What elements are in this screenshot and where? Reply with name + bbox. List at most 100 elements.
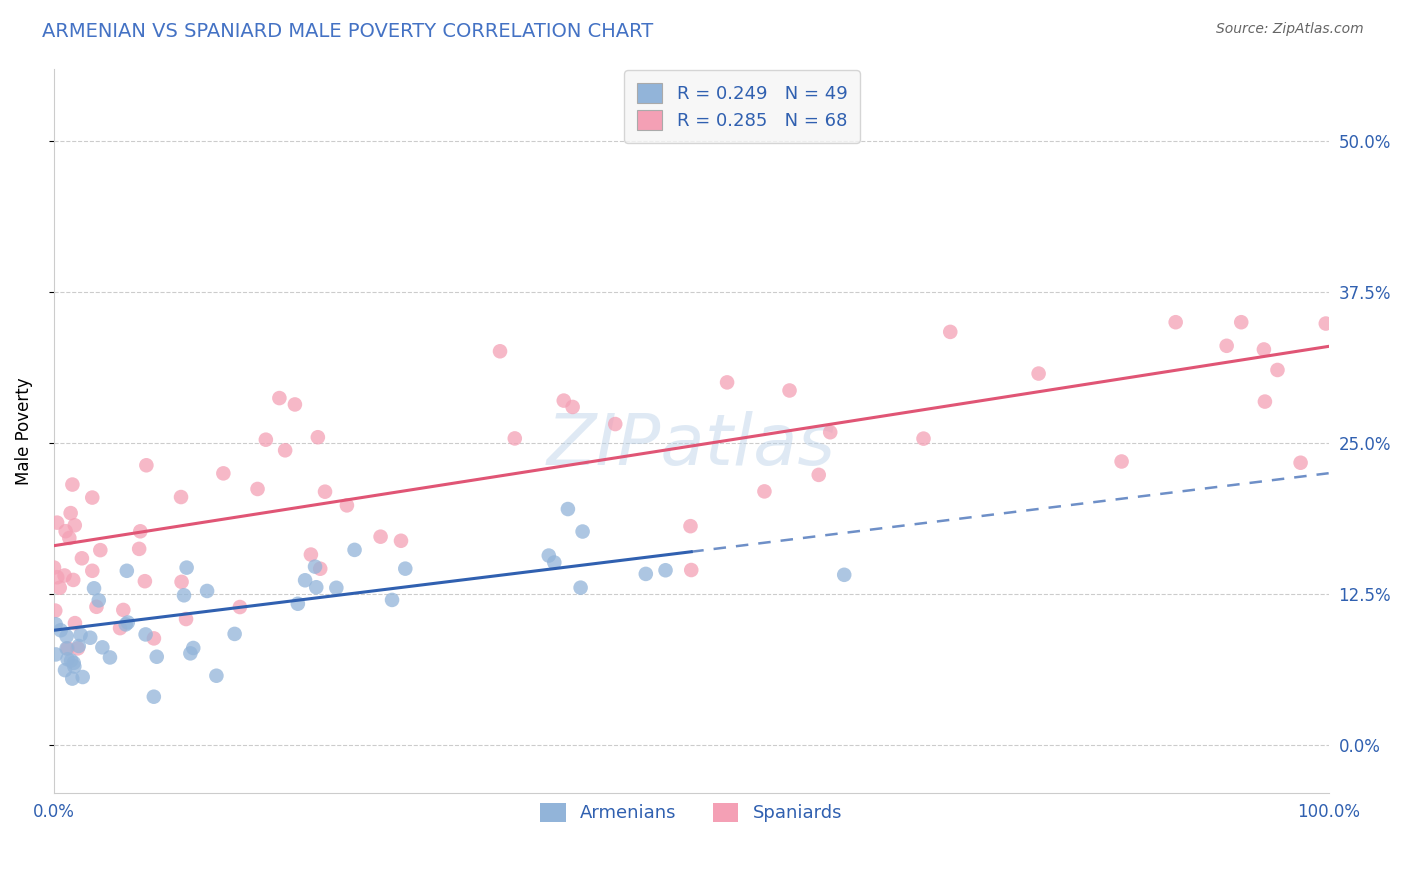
Point bbox=[48, 581, 70, 595]
Point bbox=[42, 560, 65, 574]
Point bbox=[309, 562, 332, 576]
Point bbox=[1230, 315, 1253, 329]
Point bbox=[63, 518, 86, 533]
Point bbox=[46, 570, 69, 584]
Point bbox=[112, 603, 135, 617]
Point bbox=[60, 672, 83, 686]
Point bbox=[79, 631, 101, 645]
Point bbox=[170, 490, 193, 504]
Point bbox=[59, 506, 82, 520]
Point bbox=[284, 397, 307, 411]
Point bbox=[634, 566, 657, 581]
Point bbox=[60, 653, 83, 667]
Point bbox=[44, 604, 66, 618]
Point bbox=[229, 600, 252, 615]
Point bbox=[224, 627, 246, 641]
Point bbox=[489, 344, 512, 359]
Point bbox=[1267, 363, 1289, 377]
Point bbox=[45, 617, 67, 632]
Point bbox=[307, 430, 329, 444]
Point bbox=[832, 567, 855, 582]
Point bbox=[45, 648, 67, 662]
Point bbox=[1253, 343, 1275, 357]
Point bbox=[173, 588, 195, 602]
Point bbox=[269, 391, 291, 405]
Point bbox=[1215, 339, 1237, 353]
Point bbox=[142, 632, 165, 646]
Legend: Armenians, Spaniards: Armenians, Spaniards bbox=[527, 790, 855, 835]
Point bbox=[1111, 454, 1133, 468]
Point bbox=[58, 531, 80, 545]
Point bbox=[716, 376, 738, 390]
Point bbox=[299, 548, 322, 562]
Point bbox=[195, 584, 218, 599]
Point bbox=[46, 516, 69, 530]
Point bbox=[63, 659, 86, 673]
Y-axis label: Male Poverty: Male Poverty bbox=[15, 377, 32, 484]
Point bbox=[63, 616, 86, 631]
Point bbox=[89, 543, 111, 558]
Point bbox=[181, 640, 204, 655]
Point bbox=[67, 639, 90, 653]
Point bbox=[56, 641, 79, 656]
Point bbox=[370, 530, 392, 544]
Point bbox=[117, 615, 139, 630]
Point bbox=[114, 617, 136, 632]
Point bbox=[336, 499, 359, 513]
Point bbox=[129, 524, 152, 539]
Point bbox=[91, 640, 114, 655]
Point bbox=[394, 562, 416, 576]
Point bbox=[287, 597, 309, 611]
Point bbox=[56, 652, 79, 666]
Point bbox=[779, 384, 801, 398]
Point bbox=[62, 656, 84, 670]
Point bbox=[537, 549, 560, 563]
Point bbox=[108, 621, 131, 635]
Point bbox=[55, 629, 77, 643]
Point bbox=[557, 502, 579, 516]
Point bbox=[1164, 315, 1187, 329]
Point bbox=[304, 559, 326, 574]
Point bbox=[205, 669, 228, 683]
Point bbox=[294, 574, 316, 588]
Point bbox=[912, 432, 935, 446]
Point bbox=[179, 646, 201, 660]
Point bbox=[53, 663, 76, 677]
Point bbox=[174, 612, 197, 626]
Point bbox=[83, 582, 105, 596]
Point bbox=[86, 599, 108, 614]
Point bbox=[389, 533, 412, 548]
Point bbox=[82, 564, 104, 578]
Point bbox=[569, 581, 592, 595]
Point bbox=[254, 433, 277, 447]
Point bbox=[681, 563, 703, 577]
Point bbox=[1254, 394, 1277, 409]
Point bbox=[135, 458, 157, 473]
Point bbox=[170, 574, 193, 589]
Point bbox=[69, 628, 91, 642]
Point bbox=[503, 431, 526, 445]
Point bbox=[142, 690, 165, 704]
Point bbox=[1028, 367, 1050, 381]
Point bbox=[1289, 456, 1312, 470]
Point bbox=[561, 400, 583, 414]
Point bbox=[818, 425, 841, 440]
Point bbox=[1315, 317, 1337, 331]
Point bbox=[679, 519, 702, 533]
Point bbox=[543, 556, 565, 570]
Point bbox=[98, 650, 121, 665]
Point bbox=[135, 627, 157, 641]
Point bbox=[654, 563, 676, 577]
Point bbox=[145, 649, 167, 664]
Point bbox=[55, 524, 77, 538]
Text: Source: ZipAtlas.com: Source: ZipAtlas.com bbox=[1216, 22, 1364, 37]
Point bbox=[314, 484, 336, 499]
Point bbox=[807, 467, 830, 482]
Point bbox=[754, 484, 776, 499]
Point bbox=[49, 624, 72, 638]
Point bbox=[87, 593, 110, 607]
Point bbox=[60, 477, 83, 491]
Point bbox=[176, 560, 198, 574]
Point bbox=[72, 670, 94, 684]
Point bbox=[115, 564, 138, 578]
